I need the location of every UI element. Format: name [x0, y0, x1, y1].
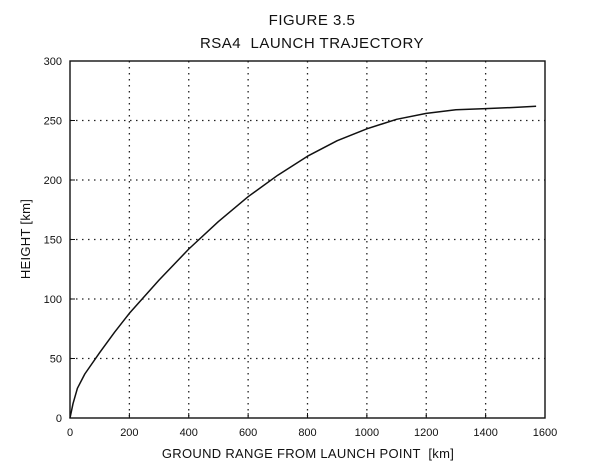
x-tick-label: 1000 — [355, 427, 379, 439]
x-tick-label: 400 — [180, 427, 198, 439]
x-tick-label: 800 — [298, 427, 316, 439]
plot-frame — [69, 60, 546, 419]
x-tick-label: 600 — [239, 427, 257, 439]
y-tick-label: 150 — [44, 235, 62, 247]
grid-lines — [70, 61, 545, 418]
y-axis-label: HEIGHT [km] — [18, 199, 33, 279]
x-tick-label: 1400 — [473, 427, 497, 439]
series-group — [69, 105, 537, 419]
y-tick-label: 0 — [56, 413, 62, 425]
chart-title: RSA4 LAUNCH TRAJECTORY — [200, 35, 424, 52]
x-ticks: 0 200 400 600 800 1000 1200 1400 1600 — [67, 413, 557, 439]
x-tick-label: 1600 — [533, 427, 557, 439]
y-ticks: 0 50 100 150 200 250 300 — [44, 56, 75, 425]
x-axis-label: GROUND RANGE FROM LAUNCH POINT [km] — [162, 446, 454, 461]
figure-label: FIGURE 3.5 — [269, 12, 356, 29]
y-tick-label: 50 — [50, 354, 62, 366]
x-tick-label: 200 — [120, 427, 138, 439]
y-tick-label: 300 — [44, 56, 62, 68]
trajectory-line — [69, 105, 537, 419]
x-tick-label: 0 — [67, 427, 73, 439]
y-tick-label: 100 — [44, 294, 62, 306]
x-tick-label: 1200 — [414, 427, 438, 439]
y-tick-label: 250 — [44, 116, 62, 128]
y-tick-label: 200 — [44, 175, 62, 187]
